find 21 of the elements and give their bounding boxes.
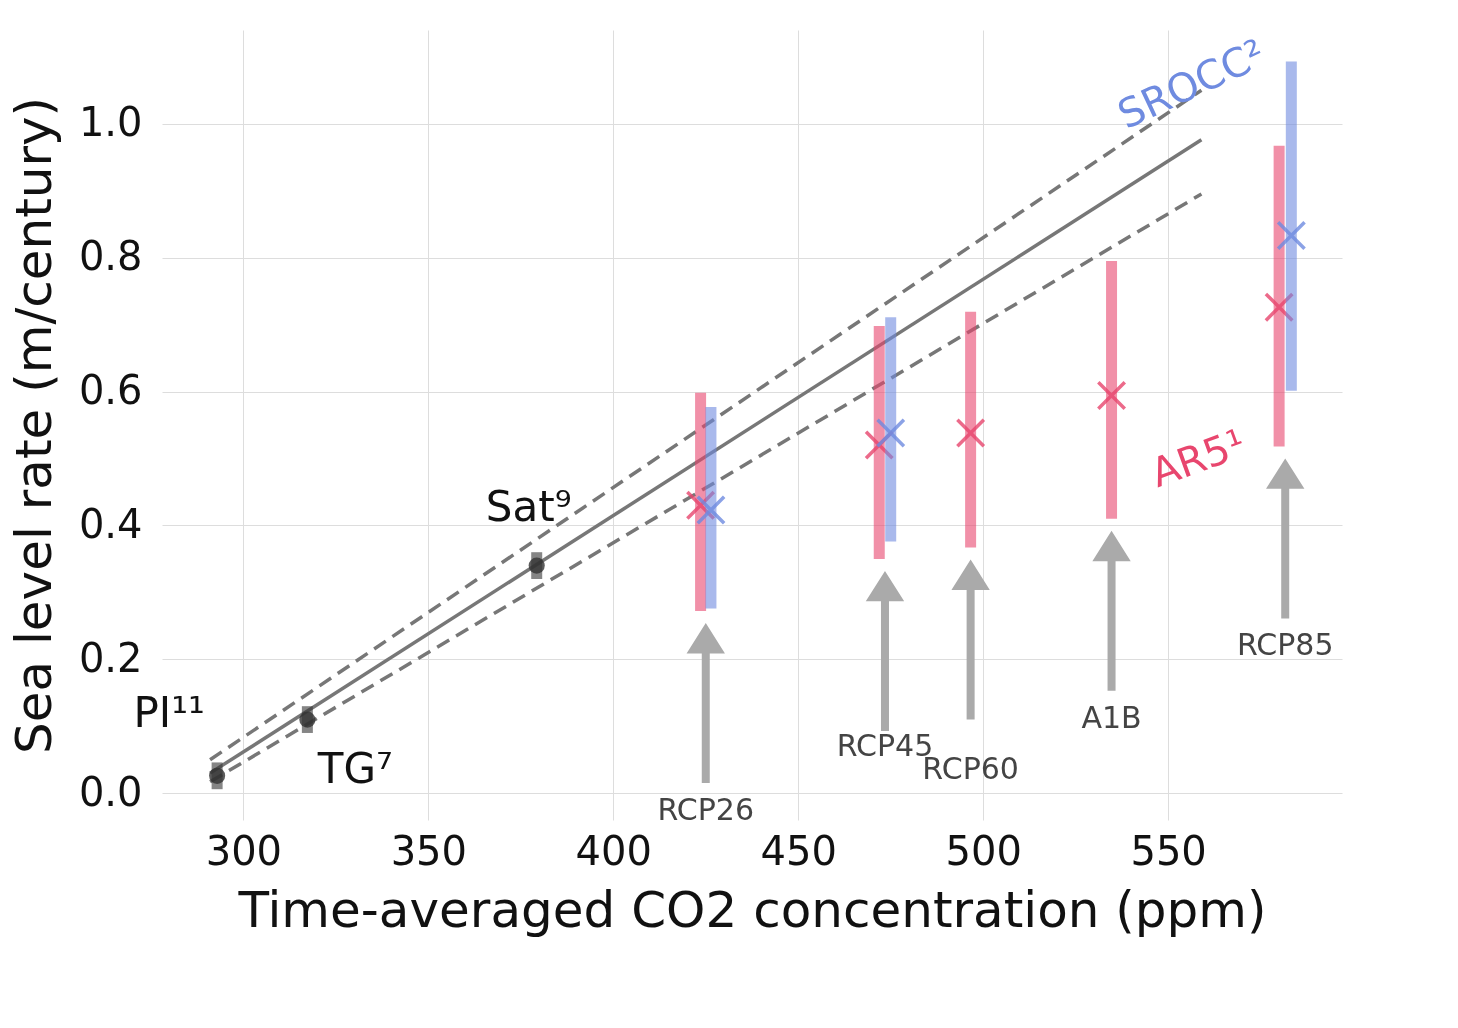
annotation: RCP26: [657, 792, 755, 828]
y-tick-label: 0.0: [78, 768, 143, 815]
x-tick-label: 550: [1130, 827, 1207, 874]
x-tick-label: 350: [390, 827, 468, 874]
y-tick-label: 1.0: [78, 99, 143, 146]
y-tick-label: 0.6: [78, 367, 143, 414]
y-tick-label: 0.8: [78, 233, 143, 280]
y-tick-label: 0.2: [78, 634, 143, 681]
y-tick-label: 0.4: [78, 500, 143, 547]
y-axis-title: Sea level rate (m/century): [4, 96, 63, 755]
x-tick-label: 400: [575, 827, 652, 874]
annotation: PI¹¹: [133, 687, 205, 737]
annotation: A1B: [1081, 699, 1142, 735]
x-axis-title: Time-averaged CO2 concentration (ppm): [237, 880, 1267, 939]
annotation: TG⁷: [316, 743, 393, 793]
x-tick-label: 450: [760, 827, 837, 874]
x-tick-label: 300: [205, 827, 283, 874]
annotation: Sat⁹: [485, 481, 572, 531]
text: AR5¹: [1144, 419, 1252, 496]
x-tick-label: 500: [945, 827, 1022, 874]
annotation: RCP85: [1236, 627, 1334, 663]
